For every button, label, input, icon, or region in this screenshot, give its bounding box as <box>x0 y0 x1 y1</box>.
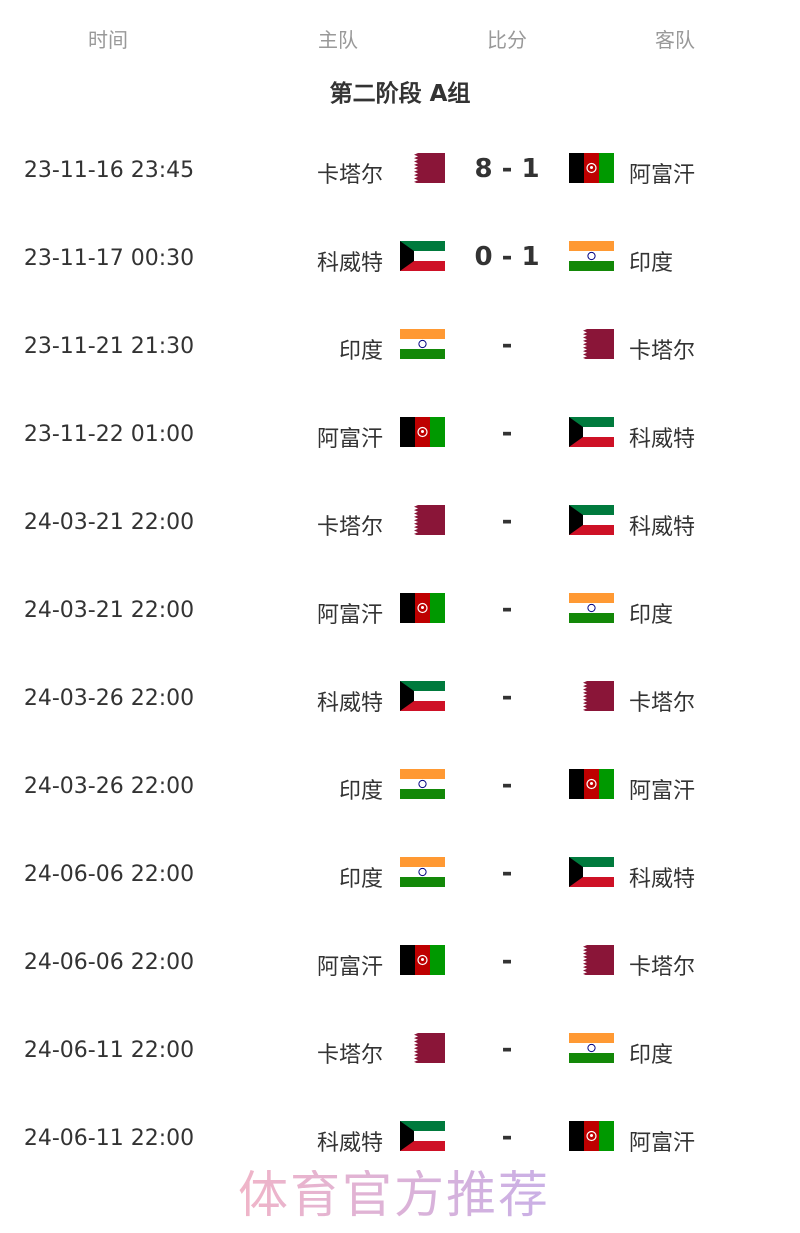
match-row[interactable]: 24-06-06 22:00 印度 - 科威特 <box>0 831 800 919</box>
away-team: 卡塔尔 <box>629 339 696 364</box>
match-row[interactable]: 24-06-11 22:00 科威特 - 阿富汗 <box>0 1095 800 1183</box>
match-time: 23-11-17 00:30 <box>23 246 195 271</box>
match-score: - <box>501 946 513 976</box>
qatar-flag-icon <box>569 681 614 711</box>
away-team: 印度 <box>629 603 674 628</box>
match-time: 24-03-26 22:00 <box>23 774 195 799</box>
home-team: 阿富汗 <box>316 955 383 980</box>
kuwait-flag-icon <box>569 505 614 535</box>
match-time: 24-03-21 22:00 <box>23 510 195 535</box>
match-score: - <box>501 682 513 712</box>
header-away: 客队 <box>655 28 695 52</box>
home-team: 阿富汗 <box>316 603 383 628</box>
match-score: - <box>501 1122 513 1152</box>
afghanistan-flag-icon <box>400 417 445 447</box>
kuwait-flag-icon <box>400 1121 445 1151</box>
afghanistan-flag-icon <box>569 769 614 799</box>
match-score: - <box>501 594 513 624</box>
kuwait-flag-icon <box>400 241 445 271</box>
match-row[interactable]: 23-11-16 23:45 卡塔尔 8 - 1 阿富汗 <box>0 127 800 215</box>
match-time: 24-06-11 22:00 <box>23 1038 195 1063</box>
afghanistan-flag-icon <box>569 1121 614 1151</box>
match-score: - <box>501 506 513 536</box>
match-score: - <box>501 1034 513 1064</box>
qatar-flag-icon <box>400 153 445 183</box>
match-row[interactable]: 24-06-11 22:00 卡塔尔 - 印度 <box>0 1007 800 1095</box>
india-flag-icon <box>569 241 614 271</box>
match-row[interactable]: 24-03-26 22:00 印度 - 阿富汗 <box>0 743 800 831</box>
match-row[interactable]: 24-03-26 22:00 科威特 - 卡塔尔 <box>0 655 800 743</box>
kuwait-flag-icon <box>400 681 445 711</box>
match-time: 23-11-22 01:00 <box>23 422 195 447</box>
qatar-flag-icon <box>400 1033 445 1063</box>
away-team: 阿富汗 <box>629 163 696 188</box>
home-team: 科威特 <box>316 251 383 276</box>
group-title: 第二阶段 A组 <box>329 81 471 107</box>
away-team: 卡塔尔 <box>629 955 696 980</box>
match-time: 23-11-16 23:45 <box>23 158 195 183</box>
header-time: 时间 <box>88 28 128 52</box>
match-row[interactable]: 23-11-17 00:30 科威特 0 - 1 印度 <box>0 215 800 303</box>
india-flag-icon <box>569 593 614 623</box>
india-flag-icon <box>400 857 445 887</box>
match-score: - <box>501 418 513 448</box>
afghanistan-flag-icon <box>400 593 445 623</box>
home-team: 阿富汗 <box>316 427 383 452</box>
match-score: - <box>501 770 513 800</box>
qatar-flag-icon <box>569 945 614 975</box>
india-flag-icon <box>400 329 445 359</box>
afghanistan-flag-icon <box>569 153 614 183</box>
match-time: 24-06-11 22:00 <box>23 1126 195 1151</box>
home-team: 印度 <box>338 339 383 364</box>
qatar-flag-icon <box>569 329 614 359</box>
home-team: 印度 <box>338 867 383 892</box>
home-team: 科威特 <box>316 1131 383 1156</box>
away-team: 印度 <box>629 251 674 276</box>
match-row[interactable]: 23-11-21 21:30 印度 - 卡塔尔 <box>0 303 800 391</box>
india-flag-icon <box>400 769 445 799</box>
match-row[interactable]: 24-03-21 22:00 阿富汗 - 印度 <box>0 567 800 655</box>
match-score: - <box>501 330 513 360</box>
india-flag-icon <box>569 1033 614 1063</box>
home-team: 卡塔尔 <box>316 163 383 188</box>
match-time: 23-11-21 21:30 <box>23 334 195 359</box>
match-row[interactable]: 24-03-21 22:00 卡塔尔 - 科威特 <box>0 479 800 567</box>
home-team: 印度 <box>338 779 383 804</box>
header-score: 比分 <box>487 28 527 52</box>
kuwait-flag-icon <box>569 417 614 447</box>
away-team: 阿富汗 <box>629 1131 696 1156</box>
away-team: 卡塔尔 <box>629 691 696 716</box>
match-time: 24-06-06 22:00 <box>23 950 195 975</box>
match-time: 24-06-06 22:00 <box>23 862 195 887</box>
qatar-flag-icon <box>400 505 445 535</box>
home-team: 卡塔尔 <box>316 1043 383 1068</box>
home-team: 科威特 <box>316 691 383 716</box>
match-score: 0 - 1 <box>474 242 540 272</box>
match-time: 24-03-21 22:00 <box>23 598 195 623</box>
kuwait-flag-icon <box>569 857 614 887</box>
match-row[interactable]: 23-11-22 01:00 阿富汗 - 科威特 <box>0 391 800 479</box>
header-home: 主队 <box>318 28 358 52</box>
away-team: 科威特 <box>629 867 696 892</box>
away-team: 科威特 <box>629 427 696 452</box>
match-score: - <box>501 858 513 888</box>
away-team: 科威特 <box>629 515 696 540</box>
match-time: 24-03-26 22:00 <box>23 686 195 711</box>
away-team: 阿富汗 <box>629 779 696 804</box>
match-row[interactable]: 24-06-06 22:00 阿富汗 - 卡塔尔 <box>0 919 800 1007</box>
afghanistan-flag-icon <box>400 945 445 975</box>
home-team: 卡塔尔 <box>316 515 383 540</box>
match-score: 8 - 1 <box>474 154 540 184</box>
away-team: 印度 <box>629 1043 674 1068</box>
